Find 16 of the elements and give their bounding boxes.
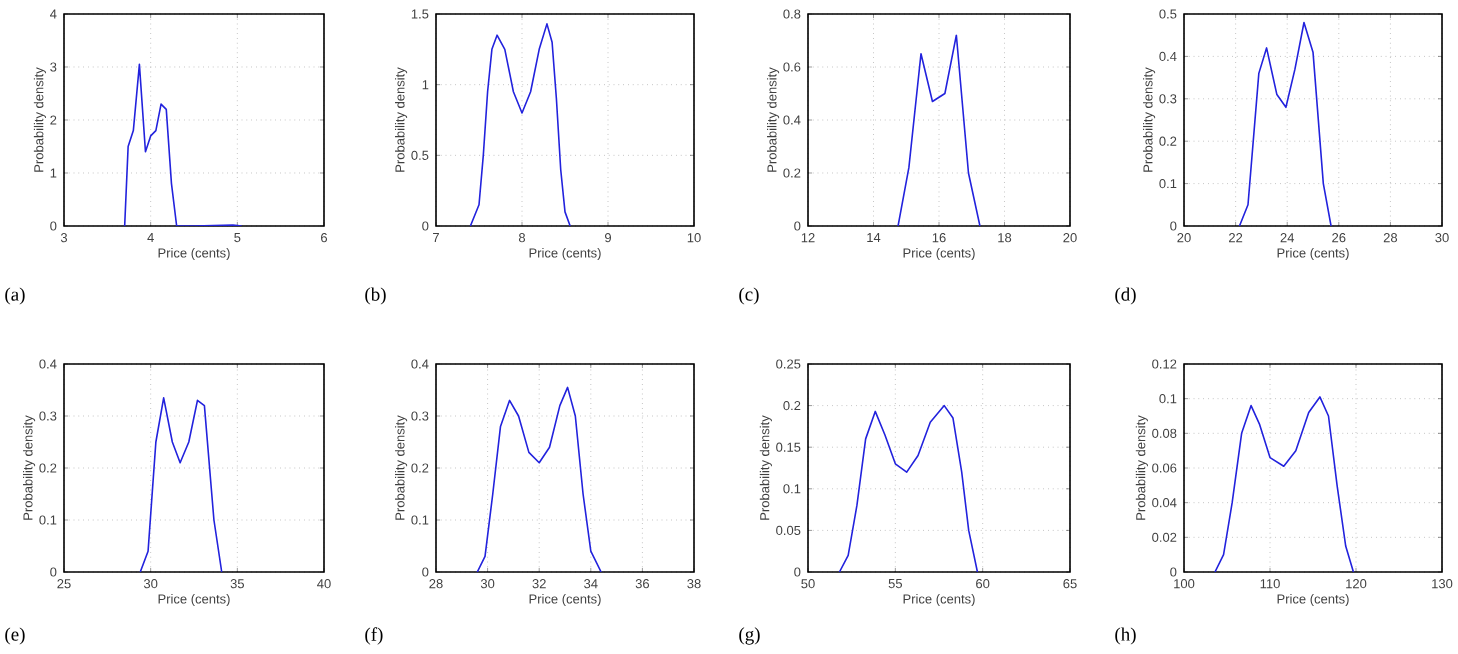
text: (d) bbox=[1115, 287, 1136, 305]
text: (b) bbox=[365, 287, 386, 305]
text: (c) bbox=[739, 287, 759, 305]
text: (g) bbox=[739, 627, 760, 645]
text: (f) bbox=[365, 627, 383, 645]
line-series bbox=[476, 386, 602, 572]
line-series bbox=[897, 34, 981, 226]
text: (e) bbox=[5, 627, 25, 645]
line-series bbox=[838, 404, 979, 572]
line-series bbox=[1214, 396, 1355, 572]
line-series bbox=[1238, 21, 1332, 226]
line-series bbox=[469, 23, 571, 226]
line-series bbox=[139, 397, 223, 572]
text: (h) bbox=[1115, 627, 1136, 645]
line-series bbox=[123, 63, 243, 226]
text: (a) bbox=[5, 287, 25, 305]
